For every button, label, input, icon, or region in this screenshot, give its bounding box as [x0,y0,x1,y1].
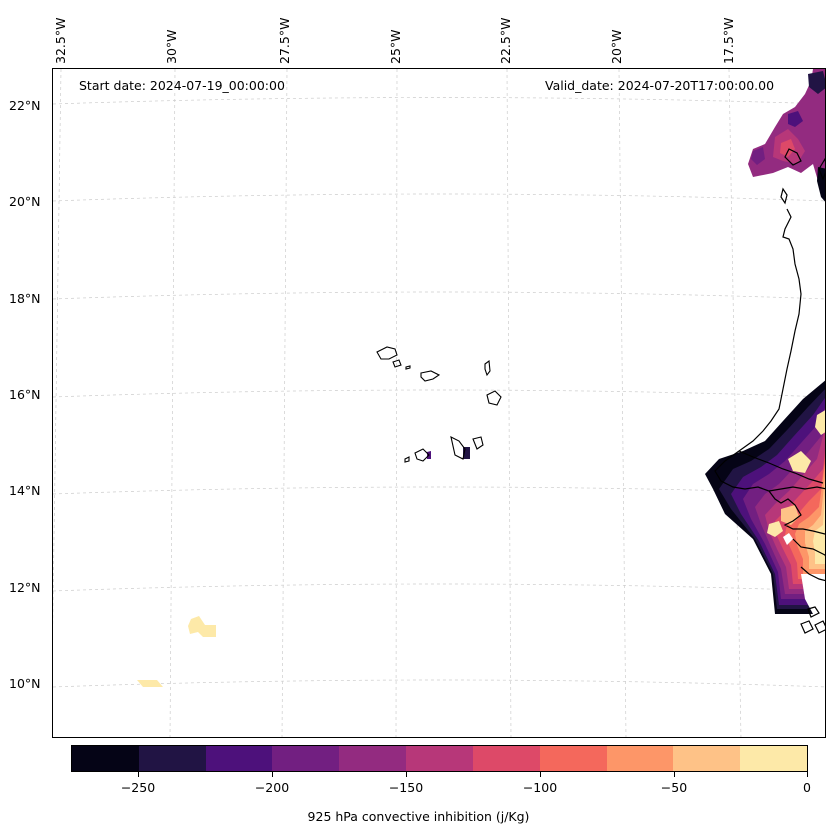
colorbar-tick [272,772,273,777]
senegal-border [738,450,824,484]
gridline-lon-30 [169,69,176,737]
colorbar-segment [406,746,473,771]
gridline-lon-32-5 [53,69,62,629]
lat-label-12: 12°N [9,580,41,595]
gridline-lat-18 [53,291,825,300]
map-canvas [53,69,825,737]
island-santa-luzia [405,365,411,370]
colorbar-tick-label: −200 [254,780,290,795]
lat-label-22: 22°N [9,98,41,113]
colorbar-segment [539,746,607,771]
colorbar-segment [272,746,340,771]
gridline-lat-20 [53,193,825,202]
bijagos [800,606,825,634]
lat-label-10: 10°N [9,676,41,691]
colorbar-tick [807,772,808,777]
colorbar-title: 925 hPa convective inhibition (j/Kg) [307,809,530,824]
island-maio [472,436,484,450]
lon-label-17-5: 17.5°W [721,17,736,64]
colorbar-tick [540,772,541,777]
lat-label-14: 14°N [9,483,41,498]
island-santo-antao [376,346,398,360]
cin-field-south [705,380,825,614]
gridline-lat-10 [53,679,825,688]
valid-date-label: Valid_date: 2024-07-20T17:00:00.00 [545,78,775,93]
gridline-lat-12 [53,583,825,592]
colorbar-tick-label: −150 [388,780,424,795]
colorbar-segment [606,746,674,771]
gridline-lat-14 [53,486,825,495]
gridline-lon-27-5 [281,69,288,737]
lat-label-20: 20°N [9,194,41,209]
lon-label-22-5: 22.5°W [498,17,513,64]
island-sao-vicente [392,359,402,368]
cin-field-north [748,69,825,202]
colorbar-tick-label: −100 [522,780,558,795]
colorbar-segment [472,746,540,771]
start-date-label: Start date: 2024-07-19_00:00:00 [79,78,285,93]
map-panel [52,68,826,738]
ocean-patch-2 [137,680,163,687]
gridline-lon-22-5 [506,69,512,737]
island-sao-nicolau [420,370,441,382]
ocean-patch-1 [188,616,216,637]
gridline-lat-22 [53,97,825,105]
coastlines [714,148,825,634]
gridline-lon-25 [395,69,398,737]
lon-label-25: 25°W [388,29,403,64]
gambia-river [768,486,825,492]
colorbar-tick-label: −50 [660,780,688,795]
cape-verde-islands [376,346,502,463]
colorbar-tick [406,772,407,777]
island-santiago [450,435,466,460]
island-brava [404,456,410,463]
island-fogo [414,448,430,462]
colorbar-tick-label: −250 [120,780,156,795]
colorbar-segment [740,746,807,771]
colorbar-tick-label: 0 [803,780,811,795]
north-islands [780,157,825,205]
colorbar-segment [673,746,741,771]
lat-label-18: 18°N [9,291,41,306]
lon-label-27-5: 27.5°W [277,17,292,64]
lon-label-20: 20°W [609,29,624,64]
graticule [53,69,825,737]
gridline-lat-16 [53,389,825,398]
colorbar-segment [138,746,206,771]
colorbar-segment [339,746,407,771]
colorbar-tick [674,772,675,777]
lat-label-16: 16°N [9,387,41,402]
island-boa-vista [486,390,502,406]
guinea-bissau-coast [792,538,825,582]
colorbar-segment [72,746,139,771]
lon-label-30: 30°W [164,29,179,64]
colorbar-tick [138,772,139,777]
colorbar-segment [205,746,273,771]
gridline-lon-17-5 [728,69,742,737]
cin-ocean-patches [137,616,216,687]
lon-label-32-5: 32.5°W [53,17,68,64]
colorbar [71,745,808,772]
gridline-lon-20 [618,69,627,737]
africa-coast [714,148,825,535]
island-sal [484,359,491,377]
